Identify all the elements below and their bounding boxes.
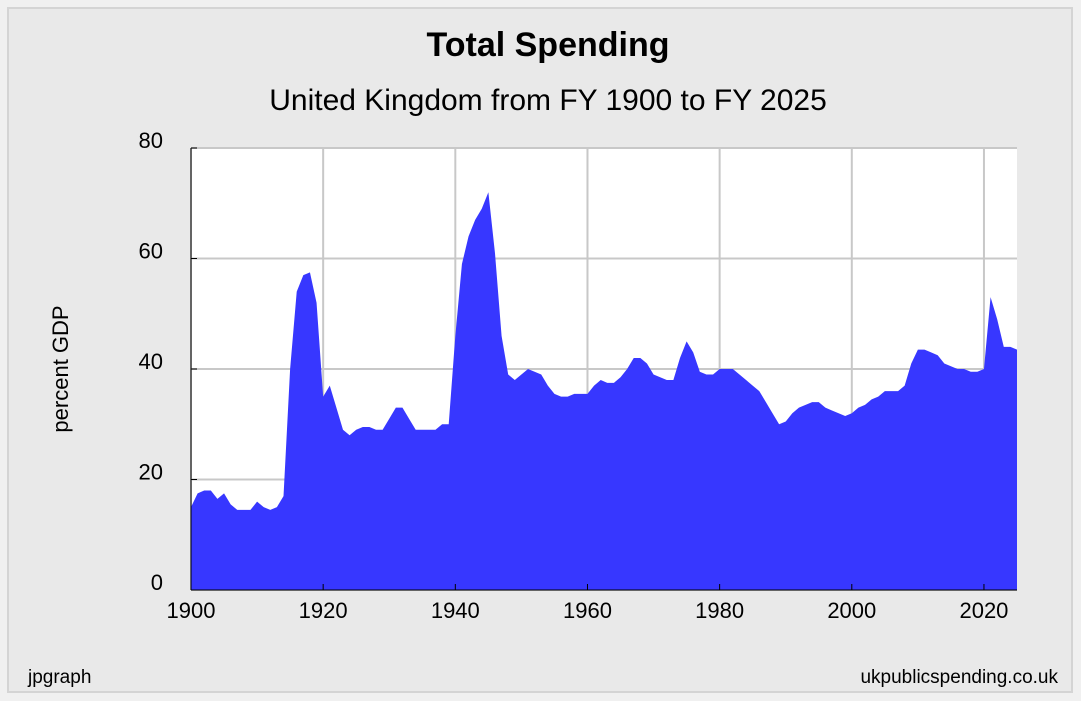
x-tick-label: 2000	[827, 598, 876, 623]
x-tick-label: 1940	[431, 598, 480, 623]
x-tick-label: 2020	[959, 598, 1008, 623]
x-tick-label: 1900	[167, 598, 216, 623]
y-tick-label: 0	[151, 570, 163, 595]
footer-right: ukpublicspending.co.uk	[860, 667, 1058, 688]
chart-subtitle: United Kingdom from FY 1900 to FY 2025	[269, 84, 827, 117]
chart-title: Total Spending	[426, 26, 669, 64]
footer-left: jpgraph	[27, 667, 91, 688]
marks	[191, 192, 1017, 590]
x-tick-label: 1980	[695, 598, 744, 623]
y-tick-label: 80	[139, 128, 163, 153]
y-tick-label: 40	[139, 349, 163, 374]
y-tick-label: 60	[139, 238, 163, 263]
area	[191, 192, 1017, 590]
x-tick-label: 1960	[563, 598, 612, 623]
y-axis-label: percent GDP	[48, 305, 73, 432]
y-tick-label: 20	[139, 459, 163, 484]
x-tick-label: 1920	[299, 598, 348, 623]
